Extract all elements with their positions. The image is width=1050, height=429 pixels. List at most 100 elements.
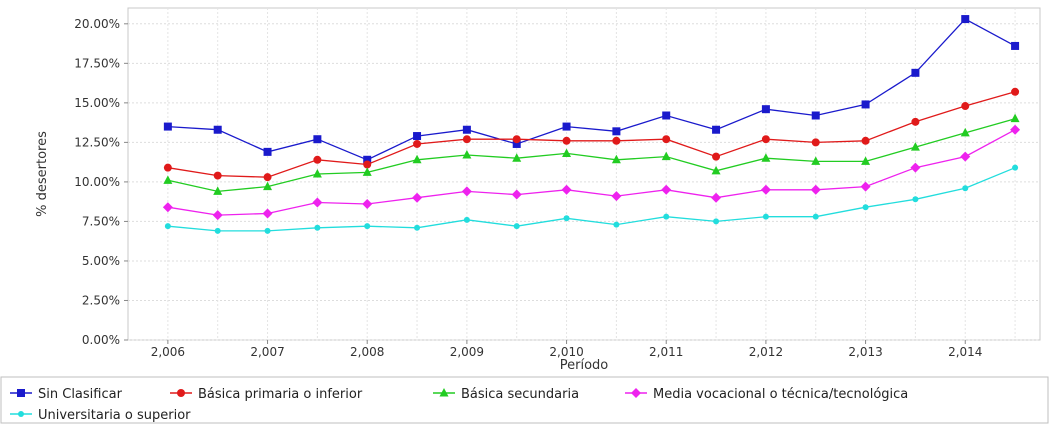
x-tick-label: 2,011 (649, 345, 683, 359)
x-tick-label: 2,006 (151, 345, 185, 359)
series-line (167, 91, 1016, 178)
data-point (712, 152, 721, 161)
legend-marker (631, 388, 641, 398)
data-point (162, 202, 173, 213)
data-point (1012, 164, 1019, 171)
data-point (662, 111, 671, 120)
data-point (862, 204, 869, 211)
data-point (1011, 41, 1020, 50)
data-point (263, 147, 272, 156)
data-point (213, 186, 223, 195)
data-point (910, 162, 921, 173)
data-point (462, 135, 471, 144)
y-tick-label: 17.50% (74, 56, 120, 70)
legend-marker (18, 411, 24, 417)
data-point (562, 136, 571, 145)
data-point (960, 127, 970, 137)
data-point (663, 213, 670, 220)
data-point (861, 136, 870, 145)
data-point (262, 208, 273, 219)
x-tick-label: 2,012 (749, 345, 783, 359)
data-point (762, 213, 769, 220)
data-point (463, 216, 470, 223)
y-tick-label: 2.50% (82, 293, 120, 307)
data-point (612, 127, 621, 136)
data-point (363, 155, 372, 164)
data-point (512, 139, 521, 148)
legend-item: Básica primaria o inferior (170, 387, 363, 402)
series-2 (163, 113, 1020, 195)
data-point (512, 153, 522, 162)
legend: Sin Clasificar Básica primaria o inferior… (10, 387, 908, 423)
legend-label: Básica primaria o inferior (198, 387, 363, 402)
data-point (163, 163, 172, 172)
x-tick-label: 2,013 (848, 345, 882, 359)
series-1 (163, 87, 1020, 182)
series-line (167, 18, 1016, 161)
data-point (313, 155, 322, 164)
legend-label: Sin Clasificar (38, 387, 123, 402)
data-point (810, 184, 821, 195)
x-tick-label: 2,007 (250, 345, 284, 359)
data-point (362, 199, 373, 210)
data-point (362, 167, 372, 176)
data-point (712, 125, 721, 134)
data-point (413, 139, 422, 148)
data-point (611, 154, 621, 164)
data-point (811, 138, 820, 147)
data-point (512, 135, 521, 144)
legend-marker (17, 389, 25, 397)
legend-item: Universitaria o superior (10, 408, 191, 423)
legend-item: Media vocacional o técnica/tecnológica (625, 387, 908, 402)
data-point (911, 68, 920, 77)
data-point (212, 210, 223, 221)
data-point (1010, 113, 1020, 123)
data-point (462, 125, 471, 134)
x-tick-label: 2,009 (450, 345, 484, 359)
y-tick-label: 5.00% (82, 254, 120, 268)
data-point (314, 224, 321, 231)
x-tick-label: 2,014 (948, 345, 982, 359)
plot-area (127, 7, 1041, 341)
y-tick-label: 20.00% (74, 17, 120, 31)
data-point (613, 221, 620, 228)
x-tick-label: 2,008 (350, 345, 384, 359)
data-point (812, 213, 819, 220)
data-point (213, 171, 222, 180)
data-point (164, 223, 171, 230)
data-point (364, 223, 371, 230)
data-point (263, 181, 273, 191)
data-point (561, 184, 572, 195)
data-point (761, 153, 771, 162)
data-point (713, 218, 720, 225)
legend-label: Universitaria o superior (38, 408, 191, 423)
data-point (860, 181, 871, 192)
series-4 (164, 164, 1019, 234)
series-line (167, 118, 1016, 193)
data-point (661, 184, 672, 195)
data-point (1010, 124, 1021, 135)
data-point (214, 227, 221, 234)
legend-label: Básica secundaria (461, 387, 579, 402)
legend-marker (177, 389, 185, 397)
data-point (761, 105, 770, 114)
y-tick-label: 12.50% (74, 135, 120, 149)
data-point (513, 223, 520, 230)
y-tick-label: 15.00% (74, 96, 120, 110)
y-tick-label: 0.00% (82, 333, 120, 347)
data-point (961, 15, 970, 24)
legend-item: Básica secundaria (433, 387, 579, 402)
series-layer (162, 15, 1021, 234)
data-point (962, 185, 969, 192)
data-point (761, 135, 770, 144)
data-point (312, 197, 323, 208)
data-point (511, 189, 522, 200)
data-point (960, 151, 971, 162)
legend-marker (439, 388, 449, 397)
series-0 (163, 15, 1020, 164)
data-point (910, 142, 920, 151)
legend-item: Sin Clasificar (10, 387, 123, 402)
data-point (563, 215, 570, 222)
data-point (961, 102, 970, 111)
